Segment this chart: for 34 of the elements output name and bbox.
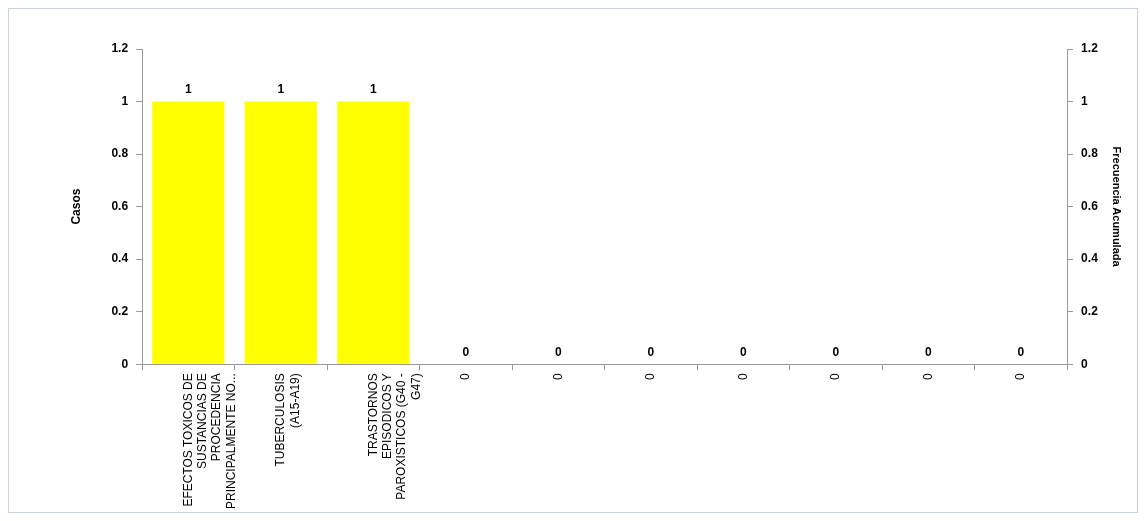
x-tick-label: 0 — [828, 372, 843, 380]
x-tick-label: 0 — [458, 372, 473, 380]
y2-tick-label: 0.4 — [1081, 251, 1099, 266]
data-label: 0 — [925, 344, 933, 359]
y2-axis-title: Frecuencia Acumulada — [1111, 146, 1124, 268]
y-tick-label: 1.2 — [111, 41, 129, 56]
x-tick-label: 0 — [920, 372, 935, 380]
data-label: 0 — [832, 344, 840, 359]
x-tick-label: TUBERCULOSIS (A15-A19) — [273, 373, 302, 467]
x-tick-label: EFECTOS TOXICOS DE SUSTANCIAS DE PROCEDENCIA PRINCIPALMENTE NO... — [180, 373, 238, 509]
y2-tick-label: 0.6 — [1081, 198, 1099, 213]
data-label: 1 — [277, 81, 285, 96]
y-tick-label: 0.4 — [111, 251, 129, 266]
data-label: 0 — [740, 344, 748, 359]
y-tick-label: 1 — [121, 93, 129, 108]
x-tick-label: TRASTORNOS EPISODICOS Y PAROXISTICOS (G40 - G47) — [365, 373, 423, 500]
y-tick-label: 0.2 — [111, 303, 129, 318]
y2-tick-label: 0.2 — [1081, 303, 1099, 318]
x-tick-label: 0 — [1013, 372, 1028, 380]
y-tick-label: 0.6 — [111, 198, 129, 213]
y2-tick-label: 1 — [1081, 93, 1089, 108]
y-axis-title: Casos — [68, 188, 83, 225]
x-tick-label: 0 — [643, 372, 658, 380]
y-tick-label: 0.8 — [111, 146, 129, 161]
data-label: 0 — [1017, 344, 1025, 359]
data-label: 1 — [184, 81, 192, 96]
data-label: 0 — [647, 344, 655, 359]
data-label: 0 — [555, 344, 562, 359]
data-label: 1 — [370, 81, 377, 96]
y2-tick-label: 0.8 — [1081, 146, 1099, 161]
x-tick-label: 0 — [735, 372, 750, 380]
data-label: 0 — [462, 344, 470, 359]
y2-tick-label: 1.2 — [1081, 41, 1099, 56]
x-tick-label: 0 — [550, 372, 565, 380]
